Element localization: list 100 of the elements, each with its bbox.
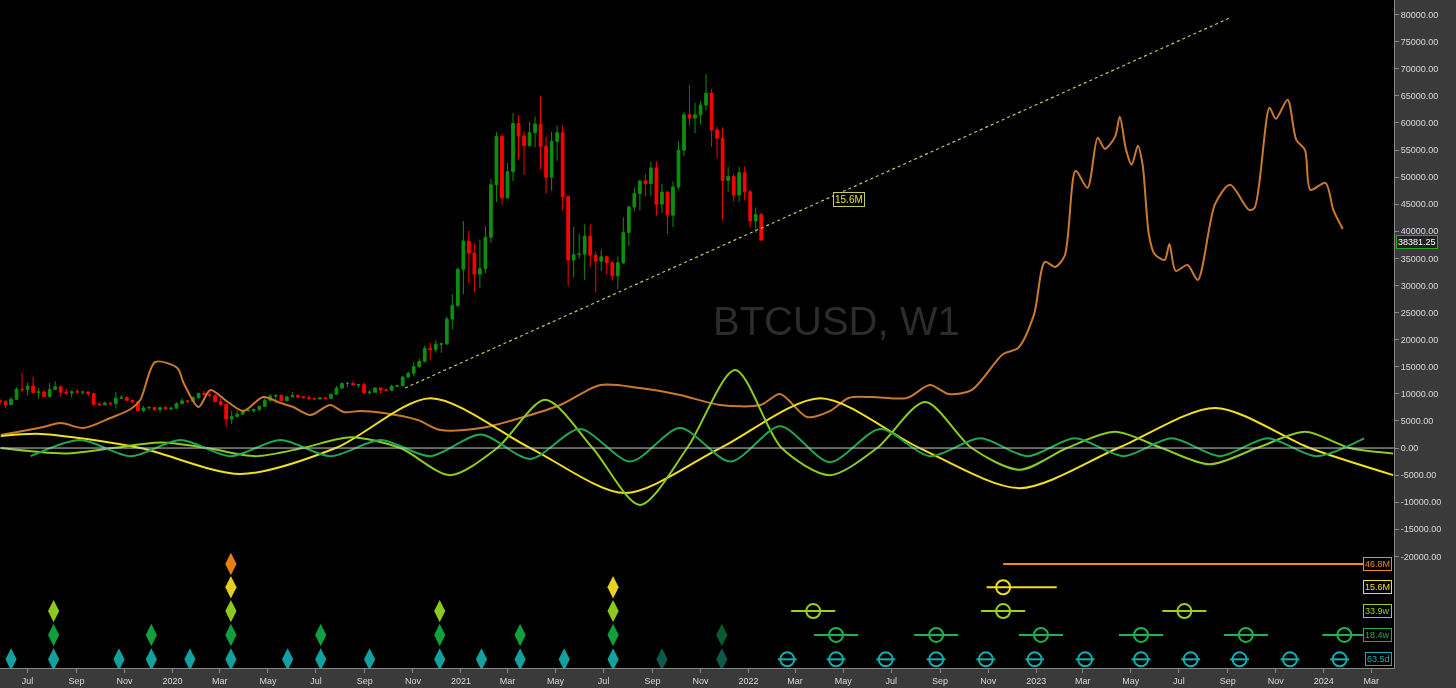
candlestick <box>273 393 278 405</box>
x-tick-label: 2023 <box>1026 675 1047 686</box>
candlestick <box>505 162 510 200</box>
series-label: 15.6M <box>835 194 863 205</box>
candlestick <box>31 376 35 394</box>
candlestick <box>202 390 206 396</box>
candlestick <box>86 391 91 397</box>
y-tick-label: 50000.00 <box>1400 172 1439 183</box>
candlestick <box>737 166 742 203</box>
candlestick <box>69 390 74 398</box>
candlestick <box>141 405 146 413</box>
candlestick <box>351 380 355 386</box>
candlestick <box>147 405 151 411</box>
y-tick-label: -10000.00 <box>1400 497 1442 508</box>
candlestick <box>108 401 113 407</box>
y-tick-label: 5000.00 <box>1400 416 1434 427</box>
y-tick-label: 45000.00 <box>1400 199 1439 210</box>
x-tick-label: May <box>1122 675 1140 686</box>
x-tick-label: Jul <box>597 675 610 686</box>
x-tick-label: 2021 <box>450 675 472 686</box>
candlestick <box>511 112 515 182</box>
x-tick-label: Nov <box>1267 675 1285 686</box>
candlestick <box>731 173 736 202</box>
candlestick <box>318 396 322 400</box>
y-tick-label: 55000.00 <box>1400 145 1439 156</box>
text: 33.9w <box>1365 606 1390 616</box>
x-tick-label: May <box>834 675 853 686</box>
candlestick <box>3 401 8 409</box>
x-tick-label: Mar <box>499 675 516 686</box>
y-tick-label: -15000.00 <box>1400 524 1442 535</box>
x-tick-label: Jul <box>21 675 34 686</box>
candlestick <box>588 223 593 268</box>
y-tick-label: 70000.00 <box>1400 63 1439 74</box>
y-tick-label: 0.00 <box>1400 443 1419 454</box>
x-tick-label: May <box>259 675 277 686</box>
y-tick-label: -20000.00 <box>1400 551 1442 562</box>
x-tick-label: Nov <box>692 675 710 686</box>
candlestick <box>25 382 30 396</box>
x-tick-label: Sep <box>932 675 949 686</box>
x-tick-label: Nov <box>404 675 422 686</box>
candlestick <box>340 381 344 390</box>
x-tick-label: Nov <box>116 675 134 686</box>
candlestick <box>185 399 190 404</box>
candlestick <box>649 160 653 197</box>
candlestick <box>682 111 686 157</box>
candlestick <box>42 389 46 398</box>
candlestick <box>323 397 328 400</box>
y-tick-label: 80000.00 <box>1400 9 1439 20</box>
x-tick-label: Sep <box>68 675 85 686</box>
candlestick <box>720 126 725 221</box>
candlestick <box>80 391 85 395</box>
candlestick <box>158 406 162 414</box>
candlestick <box>196 392 201 400</box>
x-tick-label: Sep <box>644 675 661 686</box>
candlestick <box>14 386 19 400</box>
y-tick-label: 35000.00 <box>1400 253 1439 264</box>
y-tick-label: 65000.00 <box>1400 91 1439 102</box>
candlestick <box>422 345 427 363</box>
x-tick-label: 2024 <box>1313 675 1334 686</box>
candlestick <box>36 387 41 400</box>
text: 15.6M <box>1365 582 1391 592</box>
candlestick <box>599 249 604 272</box>
x-tick-label: Mar <box>1074 675 1091 686</box>
candlestick <box>753 207 758 234</box>
y-tick-label: 30000.00 <box>1400 280 1439 291</box>
x-tick-label: Jul <box>1173 675 1185 686</box>
y-tick-label: 25000.00 <box>1400 307 1439 318</box>
candlestick <box>693 102 697 134</box>
candlestick <box>279 393 284 402</box>
x-tick-label: Jul <box>885 675 898 686</box>
candlestick <box>163 405 168 411</box>
line-series <box>29 425 1366 464</box>
x-tick-label: Sep <box>1219 675 1236 686</box>
candlestick <box>20 372 24 393</box>
y-tick-label: -5000.00 <box>1400 470 1437 481</box>
candlestick <box>759 212 764 242</box>
candlestick <box>500 133 504 206</box>
candlestick <box>660 183 664 214</box>
candlestick <box>356 383 361 389</box>
candlestick <box>362 381 366 395</box>
candlestick <box>102 400 107 406</box>
text: 63.5d <box>1367 654 1390 664</box>
candlestick <box>582 223 587 281</box>
y-tick-label: 15000.00 <box>1400 361 1439 372</box>
candlestick <box>169 406 173 412</box>
line-series <box>0 397 1394 495</box>
y-tick-label: 10000.00 <box>1400 389 1439 400</box>
candlestick <box>345 381 350 388</box>
y-tick-label: 60000.00 <box>1400 118 1439 129</box>
candlestick <box>643 173 648 198</box>
x-tick-label: May <box>547 675 565 686</box>
y-tick-label: 40000.00 <box>1400 226 1439 237</box>
x-tick-label: Nov <box>980 675 997 686</box>
series-label: 18.4w <box>1365 630 1390 640</box>
y-tick-label: 20000.00 <box>1400 334 1439 345</box>
candlestick <box>726 166 730 193</box>
candlestick <box>428 342 433 361</box>
candlestick <box>665 191 670 234</box>
candlestick <box>75 388 80 394</box>
x-tick-label: Sep <box>356 675 373 686</box>
